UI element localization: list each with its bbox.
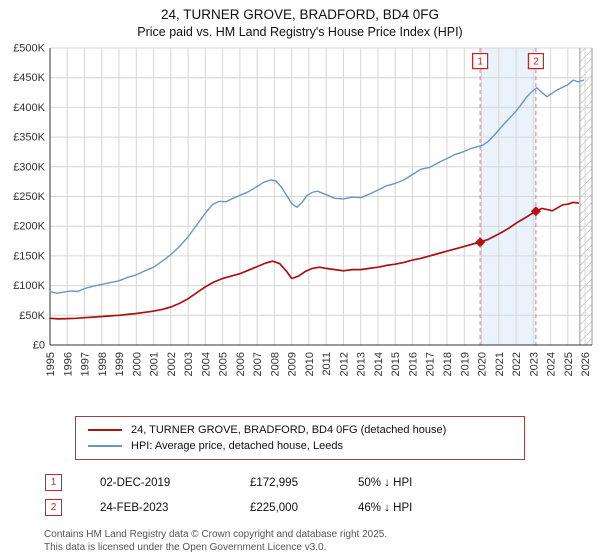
property-line — [49, 201, 580, 320]
svg-text:£0: £0 — [33, 340, 45, 352]
svg-text:2014: 2014 — [373, 352, 385, 376]
svg-text:2023: 2023 — [528, 352, 540, 376]
hpi-line — [49, 79, 585, 295]
svg-text:2015: 2015 — [390, 352, 402, 376]
legend-entry-property: 24, TURNER GROVE, BRADFORD, BD4 0FG (det… — [84, 422, 516, 438]
transaction-1-hpi-diff: 50% ↓ HPI — [358, 476, 413, 489]
transaction-1-price: £172,995 — [250, 476, 298, 489]
footer-line-2: This data is licensed under the Open Gov… — [44, 541, 327, 553]
x-tick-labels: 1995 1996 1997 1998 1999 2000 2001 2002 2003 2004… — [45, 352, 592, 376]
footer-line-1: Contains HM Land Registry data © Crown c… — [44, 529, 388, 540]
transaction-1-badge: 1 — [45, 474, 62, 491]
svg-text:2020: 2020 — [477, 352, 489, 376]
legend-label-property: 24, TURNER GROVE, BRADFORD, BD4 0FG (det… — [131, 424, 447, 436]
svg-text:2009: 2009 — [287, 352, 299, 376]
svg-text:2002: 2002 — [166, 352, 178, 376]
svg-text:£200K: £200K — [13, 221, 45, 233]
svg-text:£300K: £300K — [13, 161, 45, 173]
svg-text:2000: 2000 — [131, 352, 143, 376]
transaction-2-date: 24-FEB-2023 — [100, 501, 169, 514]
transaction-1-date: 02-DEC-2019 — [100, 476, 171, 489]
svg-text:£400K: £400K — [13, 102, 45, 114]
svg-text:2024: 2024 — [546, 352, 558, 376]
transaction-list: 1 02-DEC-2019 £172,995 50% ↓ HPI 2 24-FE… — [0, 470, 600, 520]
svg-text:2004: 2004 — [200, 352, 212, 376]
transaction-2-badge: 2 — [45, 499, 62, 516]
sale-badge-box — [527, 53, 545, 70]
svg-text:1999: 1999 — [114, 352, 126, 376]
y-tick-labels: £0 £50K £100K £150K £200K £250K £300K £350K £400… — [13, 43, 45, 352]
svg-text:2017: 2017 — [425, 352, 437, 376]
svg-text:£450K: £450K — [13, 72, 45, 84]
svg-text:2007: 2007 — [252, 352, 264, 376]
legend-entry-hpi: HPI: Average price, detached house, Leed… — [84, 438, 516, 454]
svg-text:£500K: £500K — [13, 43, 45, 55]
svg-text:£50K: £50K — [19, 310, 45, 322]
svg-text:2003: 2003 — [183, 352, 195, 376]
legend-label-hpi: HPI: Average price, detached house, Leed… — [131, 440, 343, 452]
svg-text:2011: 2011 — [321, 352, 333, 376]
chart-title: 24, TURNER GROVE, BRADFORD, BD4 0FG — [160, 7, 440, 22]
svg-text:£150K: £150K — [13, 250, 45, 262]
svg-text:2012: 2012 — [338, 352, 350, 376]
sale-marker-diamond — [475, 237, 486, 248]
transaction-row-1: 1 02-DEC-2019 £172,995 50% ↓ HPI — [0, 470, 600, 495]
sale-badge-label: 2 — [533, 57, 539, 68]
svg-text:2018: 2018 — [442, 352, 454, 376]
svg-text:2025: 2025 — [563, 352, 575, 376]
svg-text:2013: 2013 — [356, 352, 368, 376]
svg-text:2019: 2019 — [459, 352, 471, 376]
svg-text:2005: 2005 — [218, 352, 230, 376]
svg-text:£100K: £100K — [13, 280, 45, 292]
sale-marker-diamond — [530, 206, 541, 217]
svg-text:2016: 2016 — [408, 352, 420, 376]
svg-text:2006: 2006 — [235, 352, 247, 376]
svg-text:2022: 2022 — [511, 352, 523, 376]
svg-text:2001: 2001 — [149, 352, 161, 376]
sale-badge-box — [472, 53, 489, 70]
svg-text:2010: 2010 — [304, 352, 316, 376]
svg-text:2026: 2026 — [580, 352, 592, 376]
chart-subtitle: Price paid vs. HM Land Registry's House … — [137, 25, 463, 39]
hpi-line-swatch — [88, 445, 122, 447]
svg-text:£350K: £350K — [13, 132, 45, 144]
svg-text:1998: 1998 — [97, 352, 109, 376]
price-history-chart: 1 2 £0 £50K £100K £150K £200K £250K £300K £350K £4… — [13, 43, 593, 376]
svg-text:1997: 1997 — [80, 352, 92, 376]
svg-text:£250K: £250K — [13, 191, 45, 203]
property-line-swatch — [88, 429, 122, 431]
transaction-row-2: 2 24-FEB-2023 £225,000 46% ↓ HPI — [0, 495, 600, 520]
license-footer: Contains HM Land Registry data © Crown c… — [0, 529, 600, 554]
svg-text:1996: 1996 — [62, 352, 74, 376]
svg-text:2008: 2008 — [269, 352, 281, 376]
svg-text:2021: 2021 — [494, 352, 506, 376]
transaction-2-hpi-diff: 46% ↓ HPI — [358, 501, 413, 514]
sale-badge-label: 1 — [477, 57, 483, 68]
svg-text:1995: 1995 — [45, 352, 57, 376]
transaction-2-price: £225,000 — [250, 501, 298, 514]
chart-legend: 24, TURNER GROVE, BRADFORD, BD4 0FG (det… — [75, 416, 525, 460]
